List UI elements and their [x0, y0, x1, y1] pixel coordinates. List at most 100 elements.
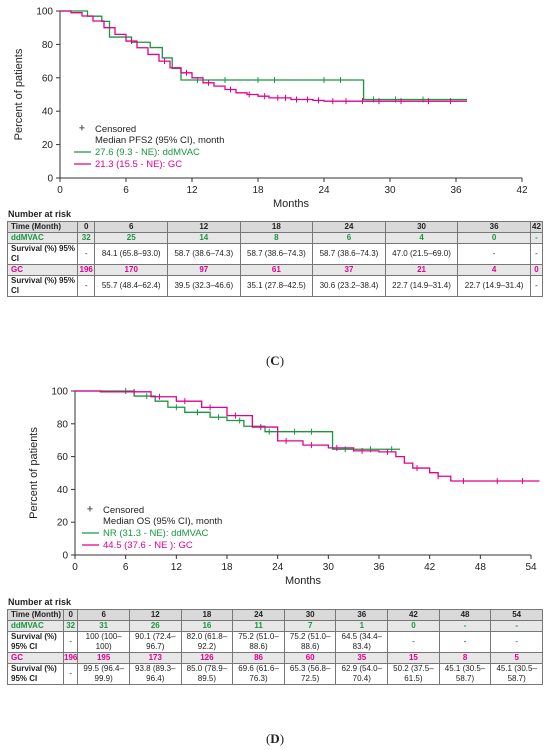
km-chart-pfs2: 0 20 40 60 80 100 0 6 12 18 24 30 36 42 Months Percent …: [13, 7, 528, 211]
risk-value-cell: 50.2 (37.5–61.5): [387, 663, 440, 685]
risk-value-cell: 196: [62, 652, 79, 664]
y-tick-label: 0: [47, 174, 53, 185]
x-tick-label: 0: [57, 185, 63, 196]
x-tick-label: 36: [450, 185, 462, 196]
number-at-risk-title-c: Number at risk: [8, 209, 72, 219]
risk-time-cell: 36: [335, 609, 389, 621]
risk-value-cell: 99.5 (96.4–99.9): [77, 663, 130, 685]
risk-value-cell: -: [529, 243, 544, 265]
y-tick-label: 80: [42, 40, 54, 51]
x-tick-label: 18: [221, 562, 233, 573]
risk-value-cell: 37: [312, 264, 386, 276]
x-tick-label: 24: [272, 562, 284, 573]
x-tick-label: 6: [123, 185, 129, 196]
risk-value-cell: 58.7 (38.6–74.3): [167, 243, 241, 265]
x-tick-label: 30: [384, 185, 396, 196]
km-curve-ddmvac: [75, 390, 401, 450]
risk-value-cell: -: [387, 631, 440, 653]
x-tick-label: 18: [252, 185, 264, 196]
risk-value-cell: 6: [312, 232, 386, 244]
risk-value-cell: 170: [94, 264, 169, 276]
risk-value-cell: 60: [283, 652, 337, 664]
risk-value-cell: -: [438, 631, 492, 653]
risk-row-label: ddMVAC: [7, 232, 78, 244]
risk-value-cell: 196: [76, 264, 96, 276]
risk-row-label: Survival (%) 95% CI: [7, 275, 78, 297]
risk-value-cell: -: [76, 243, 96, 265]
risk-value-cell: 84.1 (65.8–93.0): [94, 243, 169, 265]
risk-value-cell: 82.0 (61.8–92.2): [180, 631, 234, 653]
risk-time-cell: 18: [239, 221, 314, 233]
risk-time-cell: 0: [62, 609, 79, 621]
y-tick-label: 40: [42, 107, 54, 118]
risk-value-cell: 22.7 (14.9–31.4): [457, 275, 531, 297]
risk-value-cell: 26: [128, 620, 182, 632]
risk-value-cell: -: [457, 243, 531, 265]
risk-header-row: Time (Month) 0 6 12 18 24 30 36 42: [7, 221, 544, 233]
risk-value-cell: 8: [239, 232, 314, 244]
risk-value-cell: 21: [384, 264, 459, 276]
risk-time-cell: 48: [438, 609, 492, 621]
x-tick-label: 0: [72, 562, 78, 573]
risk-value-cell: -: [62, 631, 79, 653]
y-tick-label: 100: [36, 7, 53, 18]
legend-entry-gc: 44.5 (37.6 - NE ): GC: [103, 540, 193, 551]
risk-value-cell: 62.9 (54.0–70.4): [335, 663, 389, 685]
x-tick-label: 12: [186, 185, 198, 196]
y-tick-label: 0: [62, 551, 68, 562]
risk-value-cell: -: [529, 275, 544, 297]
risk-row: Survival (%) 95% CI -99.5 (96.4–99.9) 93.8…: [7, 663, 543, 685]
y-tick-label: 20: [42, 140, 54, 151]
risk-value-cell: 97: [167, 264, 241, 276]
risk-row-label: GC: [7, 264, 78, 276]
risk-value-cell: 75.2 (51.0–88.6): [232, 631, 285, 653]
risk-row-label: Survival (%) 95% CI: [7, 243, 78, 265]
x-tick-label: 42: [516, 185, 528, 196]
risk-row-label: GC: [7, 652, 64, 664]
risk-time-cell: 0: [76, 221, 96, 233]
risk-value-cell: 100 (100–100): [77, 631, 130, 653]
risk-row: Survival (%) 95% CI -100 (100–100) 90.1 (7…: [7, 631, 543, 653]
risk-value-cell: 90.1 (72.4–96.7): [128, 631, 182, 653]
x-axis-label: Months: [273, 198, 310, 210]
number-at-risk-title-d: Number at risk: [8, 597, 72, 607]
risk-value-cell: 11: [232, 620, 285, 632]
risk-value-cell: -: [76, 275, 96, 297]
risk-value-cell: 58.7 (38.6–74.3): [312, 243, 386, 265]
risk-value-cell: 173: [128, 652, 182, 664]
risk-value-cell: 25: [94, 232, 169, 244]
km-chart-os: 0 20 40 60 80 100 0 6 12 18 24 30 36 42 48 54 Months Perc…: [28, 387, 540, 587]
risk-value-cell: 0: [529, 264, 544, 276]
risk-value-cell: 85.0 (78.9–89.5): [180, 663, 234, 685]
x-tick-label: 12: [171, 562, 183, 573]
risk-value-cell: 0: [387, 620, 440, 632]
risk-value-cell: 22.7 (14.9–31.4): [384, 275, 459, 297]
legend-header: Median PFS2 (95% CI), month: [95, 135, 224, 146]
km-curve-ddmvac: [60, 10, 467, 101]
risk-value-cell: 65.3 (56.8–72.5): [283, 663, 337, 685]
risk-value-cell: 30.6 (23.2–38.4): [312, 275, 386, 297]
risk-value-cell: 0: [457, 232, 531, 244]
risk-row: GC 196 195 173 126 86 60 35 15 8 5: [7, 652, 543, 664]
risk-row-label: Survival (%) 95% CI: [7, 631, 64, 653]
panel-caption-c: (C): [265, 353, 285, 368]
risk-value-cell: 4: [384, 232, 459, 244]
x-tick-label: 48: [475, 562, 487, 573]
panel-caption-d: (D): [265, 731, 285, 746]
risk-value-cell: 32: [76, 232, 96, 244]
x-tick-label: 24: [318, 185, 330, 196]
risk-row: Survival (%) 95% CI -84.1 (65.8–93.0) 58.7…: [7, 243, 544, 265]
risk-value-cell: 45.1 (30.5–58.7): [490, 663, 543, 685]
km-curve-gc: [60, 10, 467, 102]
y-tick-label: 80: [57, 419, 69, 430]
risk-row: ddMVAC 32 25 14 8 6 4 0-: [7, 232, 544, 244]
risk-value-cell: 31: [77, 620, 130, 632]
risk-time-cell: 12: [128, 609, 182, 621]
legend-entry-ddmvac: 27.6 (9.3 - NE): ddMVAC: [95, 147, 200, 158]
risk-row-label: Survival (%) 95% CI: [7, 663, 64, 685]
y-axis-label: Percent of patients: [28, 427, 40, 519]
risk-value-cell: -: [490, 620, 543, 632]
risk-value-cell: 195: [77, 652, 130, 664]
legend-censor-symbol: +: [79, 123, 85, 135]
risk-value-cell: 69.6 (61.6–76.3): [232, 663, 285, 685]
